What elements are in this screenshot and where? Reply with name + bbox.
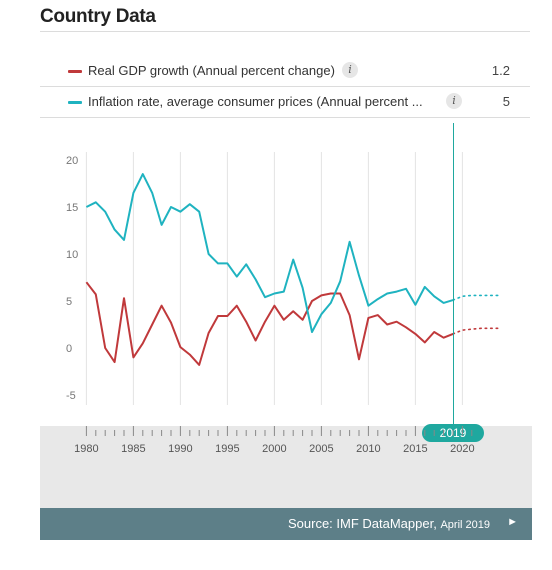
- source-bar[interactable]: Source: IMF DataMapper, April 2019 ►: [40, 508, 532, 540]
- x-tick-label: 1980: [74, 443, 98, 455]
- legend-label-gdp: Real GDP growth (Annual percent change): [88, 63, 335, 78]
- series-projection: [452, 294, 501, 301]
- source-date: April 2019: [440, 519, 490, 531]
- y-tick-label: 20: [66, 155, 78, 167]
- title-divider: [40, 31, 530, 32]
- series-line: [85, 281, 454, 366]
- source-label: Source: IMF DataMapper,: [287, 516, 437, 531]
- chart-area: 20 15 10 5 0 -5: [40, 150, 532, 570]
- x-tick-label: 1985: [121, 443, 145, 455]
- y-tick-label: 0: [66, 343, 72, 355]
- y-tick-label: 5: [66, 296, 72, 308]
- x-tick-label: 2020: [450, 443, 474, 455]
- x-axis: 1980 1985 1990 1995 2000 2005 2010 2015 2020: [74, 426, 475, 455]
- source-text[interactable]: Source: IMF DataMapper, April 2019: [288, 516, 490, 531]
- x-tick-label: 2005: [309, 443, 333, 455]
- legend-value-gdp: 1.2: [491, 63, 510, 78]
- legend-row-inflation[interactable]: Inflation rate, average consumer prices …: [40, 87, 530, 118]
- year-marker-line[interactable]: [453, 123, 454, 428]
- y-tick-label: -5: [66, 390, 76, 402]
- page-title: Country Data: [40, 6, 156, 27]
- line-chart: 20 15 10 5 0 -5: [66, 152, 501, 405]
- inflation-swatch: [68, 101, 82, 104]
- info-icon[interactable]: i: [446, 93, 462, 109]
- legend-row-gdp[interactable]: Real GDP growth (Annual percent change) …: [40, 56, 530, 87]
- info-icon[interactable]: i: [342, 62, 358, 78]
- x-tick-label: 1990: [168, 443, 192, 455]
- legend-value-inflation: 5: [502, 94, 510, 109]
- y-tick-label: 10: [66, 249, 78, 261]
- x-tick-label: 2015: [403, 443, 427, 455]
- legend-label-inflation: Inflation rate, average consumer prices …: [88, 94, 423, 109]
- x-tick-label: 1995: [215, 443, 239, 455]
- play-arrow-icon[interactable]: ►: [507, 516, 518, 528]
- y-tick-label: 15: [66, 202, 78, 214]
- series-line: [85, 173, 454, 333]
- header: Country Data: [0, 0, 552, 36]
- legend: Real GDP growth (Annual percent change) …: [40, 56, 530, 118]
- gdp-swatch: [68, 70, 82, 73]
- series-projection: [452, 327, 501, 335]
- x-tick-label: 2000: [262, 443, 286, 455]
- x-tick-label: 2010: [356, 443, 380, 455]
